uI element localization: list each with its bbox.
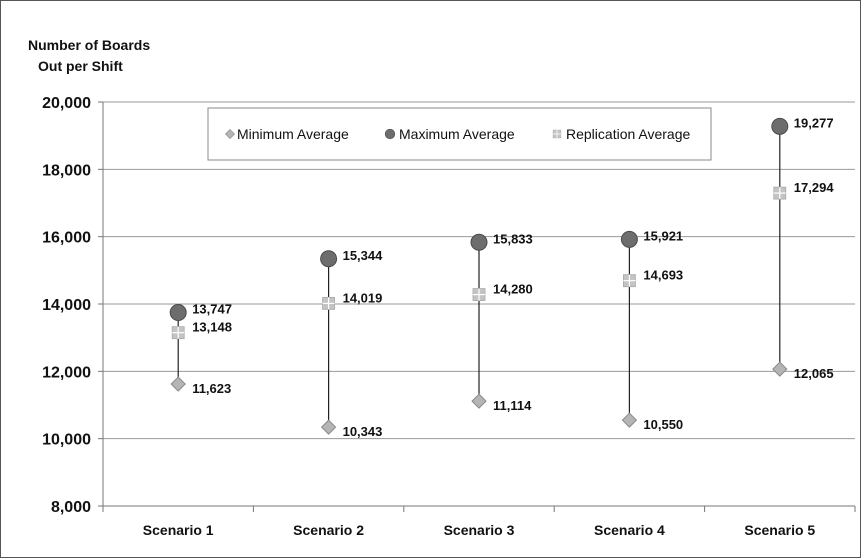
legend-box [207, 107, 712, 161]
data-label: 19,277 [794, 115, 834, 130]
legend-square-cross-marker [552, 129, 562, 139]
legend-label: Replication Average [566, 126, 690, 142]
data-markers [169, 117, 789, 435]
x-tick-label: Scenario 4 [594, 522, 665, 538]
data-label: 11,623 [192, 381, 231, 396]
legend-swatch [384, 128, 396, 140]
diamond-marker [320, 419, 337, 435]
axes: 8,000 10,000 12,000 14,000 16,000 18,000 20,00… [42, 95, 856, 538]
data-labels: 11,623 10,343 11,114 10,550 12,065 13,747 15,3… [192, 115, 834, 439]
x-tick-label: Scenario 3 [444, 522, 515, 538]
legend-label: Maximum Average [399, 126, 515, 142]
diamond-marker [170, 376, 186, 392]
legend: Minimum Average Maximum Average Replicatio… [207, 107, 712, 161]
legend-circle-marker [384, 128, 396, 140]
y-tick-label: 14,000 [42, 297, 91, 314]
circle-marker [470, 233, 488, 251]
square-cross-marker [773, 186, 787, 200]
y-tick-label: 20,000 [42, 95, 91, 112]
square-cross-marker [171, 326, 185, 340]
circle-marker [771, 117, 789, 135]
y-tick-label: 10,000 [42, 432, 91, 449]
range-lines [177, 126, 781, 428]
data-label: 15,344 [343, 248, 384, 263]
legend-swatch [224, 128, 236, 140]
x-tick-label: Scenario 1 [143, 522, 214, 538]
data-label: 14,019 [343, 290, 383, 305]
y-tick-label: 8,000 [51, 499, 91, 516]
y-tick-label: 18,000 [42, 162, 91, 179]
legend-label: Minimum Average [237, 126, 349, 142]
x-tick-label: Scenario 2 [293, 522, 364, 538]
y-tick-label: 12,000 [42, 364, 91, 381]
square-cross-marker [322, 296, 336, 310]
data-label: 15,833 [493, 231, 533, 246]
data-label: 10,343 [343, 424, 383, 439]
x-tick-label: Scenario 5 [744, 522, 815, 538]
data-label: 15,921 [643, 228, 683, 243]
data-label: 12,065 [794, 366, 834, 381]
circle-marker [169, 304, 187, 322]
data-label: 14,280 [493, 282, 533, 297]
y-tick-label: 16,000 [42, 230, 91, 247]
data-label: 11,114 [493, 398, 532, 413]
square-cross-marker [472, 288, 486, 301]
data-label: 17,294 [794, 180, 835, 195]
legend-swatch [552, 129, 562, 139]
circle-marker [320, 250, 338, 268]
data-label: 10,550 [643, 417, 683, 432]
diamond-marker [471, 393, 487, 409]
y-axis-title-line-1: Number of Boards [28, 37, 150, 53]
square-cross-marker [623, 274, 636, 288]
diamond-marker [621, 412, 638, 428]
diamond-marker [772, 361, 788, 377]
data-label: 13,747 [192, 302, 232, 317]
y-axis-title-line-2: Out per Shift [38, 58, 123, 74]
data-label: 14,693 [643, 268, 683, 283]
circle-marker [620, 230, 638, 248]
legend-diamond-marker [224, 128, 236, 140]
data-label: 13,148 [192, 320, 232, 335]
